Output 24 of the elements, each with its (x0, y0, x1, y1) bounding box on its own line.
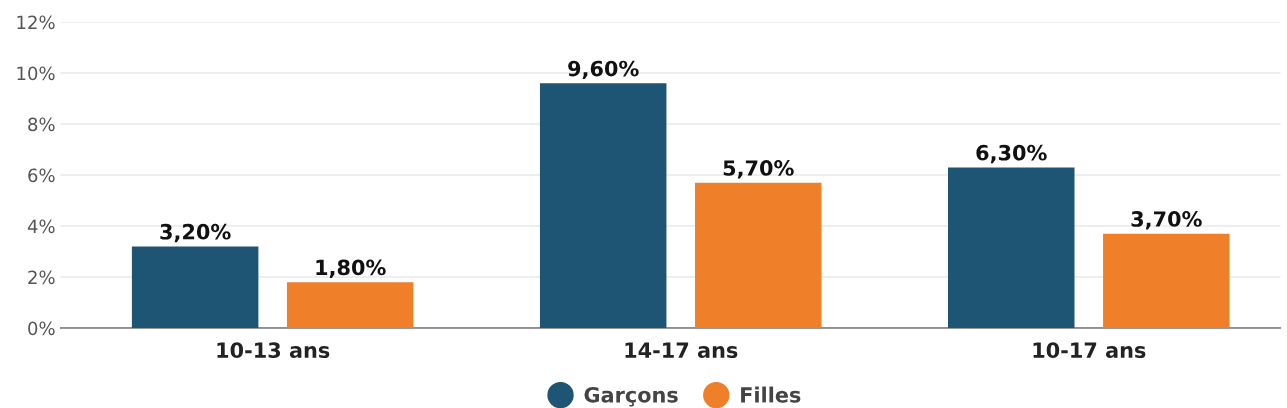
y-tick-label: 2% (28, 270, 55, 285)
data-label: 5,70% (723, 160, 794, 179)
bar (286, 282, 414, 329)
data-label: 3,20% (160, 223, 231, 243)
x-tick-label: 14-17 ans (625, 342, 738, 359)
bar (695, 182, 822, 329)
y-tick-label: 10% (17, 66, 55, 81)
bar (539, 83, 667, 329)
y-tick-label: 8% (28, 117, 55, 132)
y-tick-label: 4% (27, 219, 55, 234)
legend-label: Garçons (584, 386, 678, 407)
data-label: 1,80% (316, 259, 386, 278)
bar (948, 167, 1075, 329)
bar (131, 246, 259, 329)
y-tick-label: 0% (28, 321, 55, 336)
x-tick-label: 10-17 ans (1033, 342, 1146, 359)
x-tick-label: 10-13 ans (217, 342, 330, 359)
y-tick-label: 12% (17, 15, 55, 30)
legend-label: Filles (741, 386, 801, 403)
data-label: 6,30% (976, 144, 1047, 164)
data-label: 3,70% (1131, 211, 1202, 230)
y-tick-label: 6% (28, 168, 55, 183)
bar (1103, 233, 1230, 329)
data-label: 9,60% (568, 60, 639, 80)
